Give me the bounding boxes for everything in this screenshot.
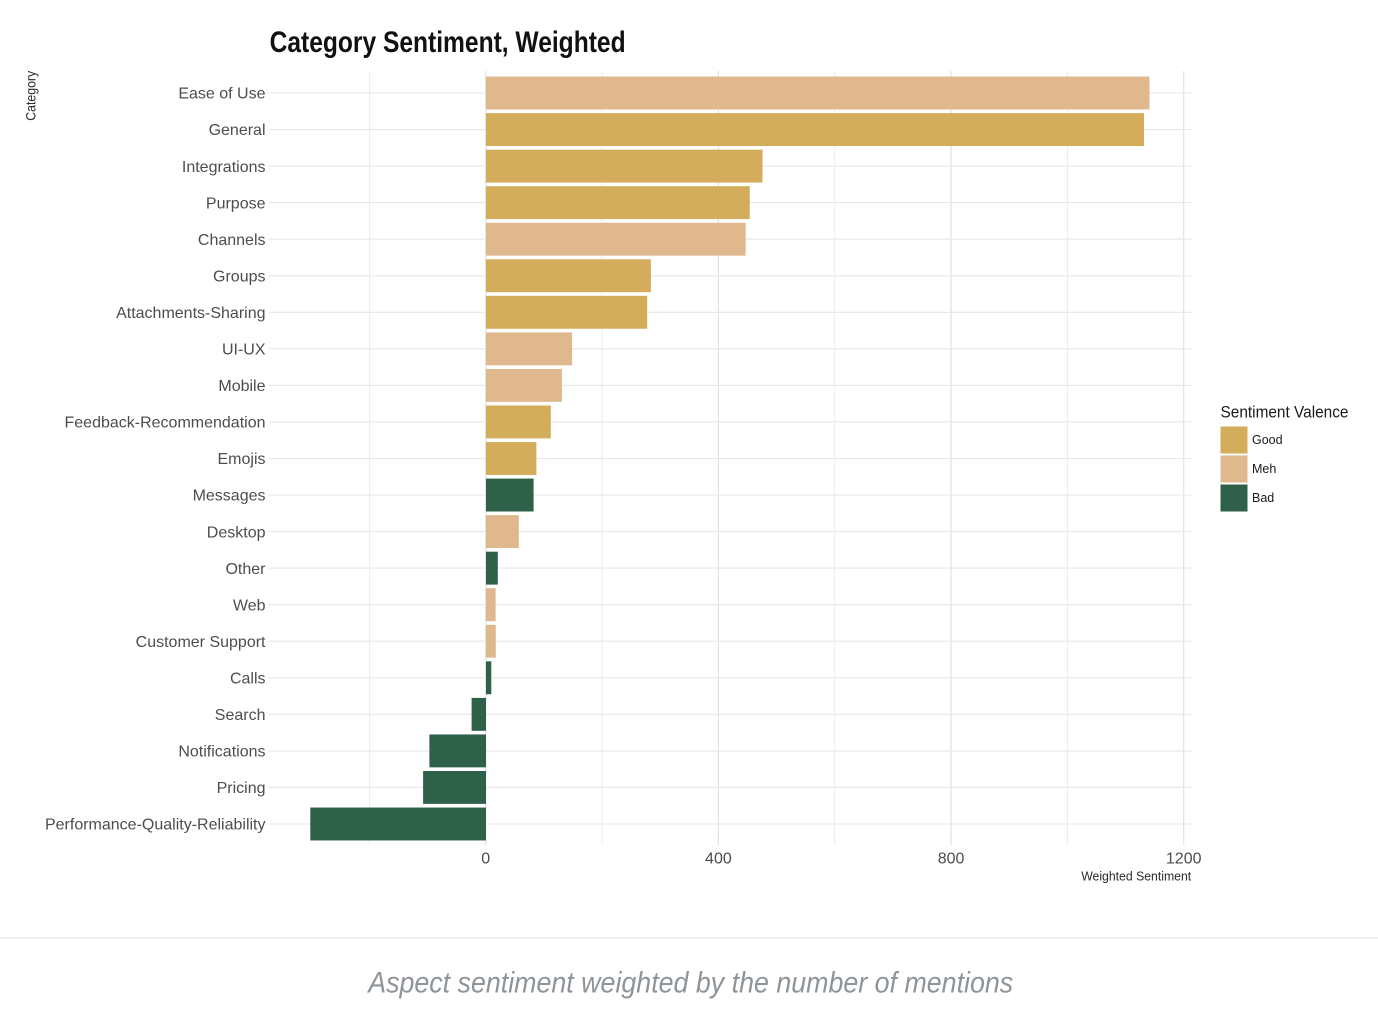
svg-text:0: 0 (481, 851, 490, 868)
svg-text:Weighted Sentiment: Weighted Sentiment (1081, 869, 1191, 884)
svg-text:400: 400 (705, 851, 732, 868)
svg-text:Good: Good (1252, 433, 1283, 447)
svg-text:Groups: Groups (213, 268, 265, 285)
svg-text:Ease of Use: Ease of Use (178, 86, 265, 103)
svg-text:Customer Support: Customer Support (136, 634, 266, 651)
svg-text:Category: Category (24, 71, 39, 121)
svg-text:Feedback-Recommendation: Feedback-Recommendation (65, 415, 266, 432)
svg-text:Integrations: Integrations (182, 159, 266, 176)
svg-text:Mobile: Mobile (218, 378, 265, 395)
svg-text:Purpose: Purpose (206, 195, 266, 212)
svg-text:General: General (209, 122, 266, 139)
svg-text:Meh: Meh (1252, 462, 1276, 476)
svg-text:Emojis: Emojis (217, 451, 265, 468)
svg-text:800: 800 (938, 851, 965, 868)
svg-text:Desktop: Desktop (207, 524, 266, 541)
svg-text:Sentiment Valence: Sentiment Valence (1221, 403, 1349, 421)
svg-text:Aspect sentiment weighted by t: Aspect sentiment weighted by the number … (366, 967, 1013, 1000)
svg-text:Web: Web (233, 597, 266, 614)
svg-text:1200: 1200 (1166, 851, 1202, 868)
svg-text:Attachments-Sharing: Attachments-Sharing (116, 305, 265, 322)
svg-text:Pricing: Pricing (217, 780, 266, 797)
svg-text:Search: Search (215, 707, 266, 724)
svg-text:Category Sentiment, Weighted: Category Sentiment, Weighted (270, 26, 626, 59)
svg-text:Messages: Messages (193, 488, 266, 505)
svg-text:Performance-Quality-Reliabilit: Performance-Quality-Reliability (45, 817, 266, 834)
svg-text:Channels: Channels (198, 232, 266, 249)
svg-text:Bad: Bad (1252, 491, 1274, 505)
svg-text:Calls: Calls (230, 671, 266, 688)
svg-text:Notifications: Notifications (178, 744, 265, 761)
svg-text:UI-UX: UI-UX (222, 342, 266, 359)
svg-text:Other: Other (225, 561, 266, 578)
